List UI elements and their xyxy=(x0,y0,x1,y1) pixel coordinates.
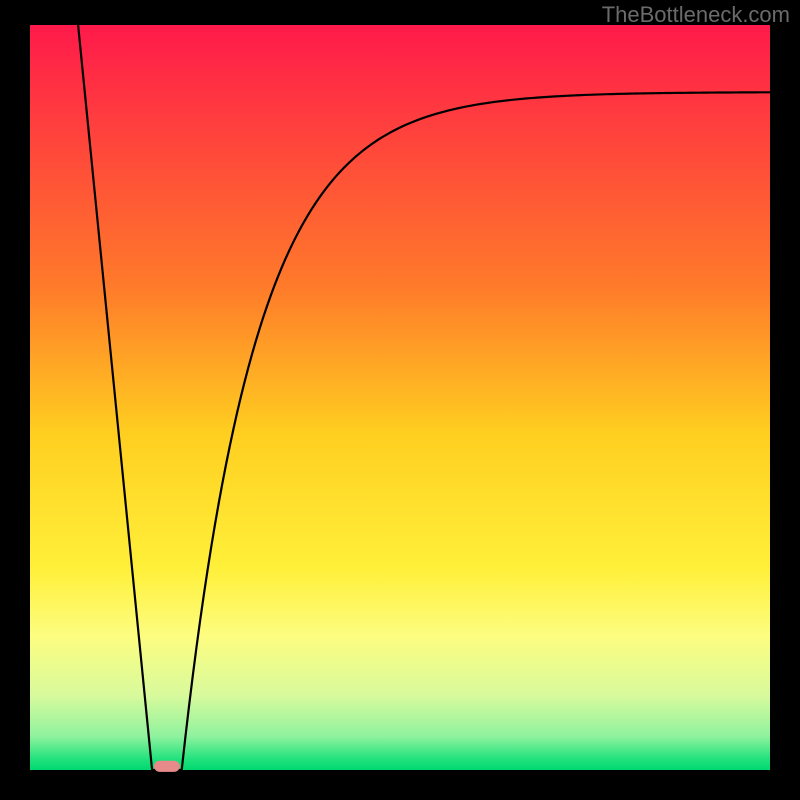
bottleneck-chart: TheBottleneck.com xyxy=(0,0,800,800)
watermark-text: TheBottleneck.com xyxy=(602,2,790,28)
optimum-marker xyxy=(154,761,180,772)
chart-svg xyxy=(0,0,800,800)
